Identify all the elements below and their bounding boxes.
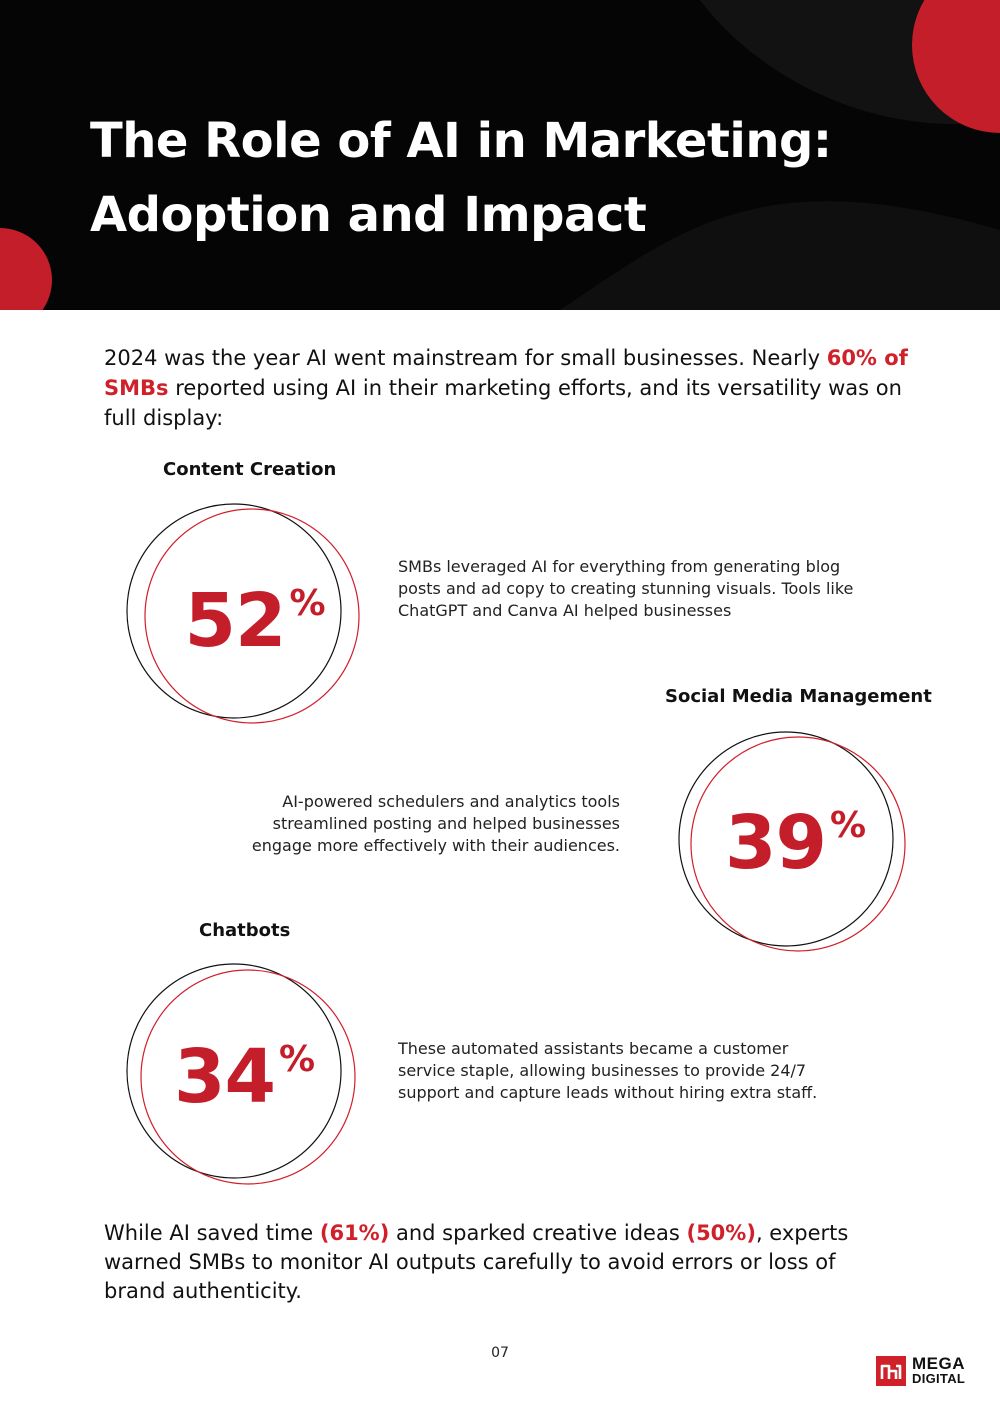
logo-line-2: DIGITAL <box>912 1371 966 1386</box>
outro-highlight-1: (61%) <box>319 1221 390 1245</box>
intro-text-1: 2024 was the year AI went mainstream for… <box>104 346 827 370</box>
logo-line-1: MEGA <box>912 1354 965 1373</box>
percent-sign: % <box>278 1039 316 1080</box>
stat-description-content-creation: SMBs leveraged AI for everything from ge… <box>398 557 854 620</box>
red-circle-top-right <box>912 0 1000 133</box>
stat-ring-content-creation <box>126 503 360 724</box>
stat-number: 39 <box>724 800 827 886</box>
outro-paragraph: While AI saved time (61%) and sparked cr… <box>104 1219 894 1306</box>
header-banner: The Role of AI in Marketing: Adoption an… <box>0 0 1000 310</box>
header-decoration <box>0 0 1000 310</box>
intro-highlight: 60% of SMBs <box>104 346 908 400</box>
outro-text-2: and sparked creative ideas <box>389 1221 687 1245</box>
percent-sign: % <box>289 583 326 624</box>
stat-ring-chatbots <box>126 963 356 1185</box>
red-circle-left <box>0 228 52 310</box>
page-title: The Role of AI in Marketing: Adoption an… <box>90 104 950 252</box>
outro-text-1: While AI saved time <box>104 1221 320 1245</box>
logo-mark-icon <box>876 1356 906 1386</box>
stat-label-content-creation: Content Creation <box>163 459 337 480</box>
title-line-2: Adoption and Impact <box>90 187 647 243</box>
stat-number: 34 <box>173 1034 276 1120</box>
stat-label-social-media: Social Media Management <box>665 686 932 707</box>
intro-paragraph: 2024 was the year AI went mainstream for… <box>104 343 914 433</box>
stat-value-social-media: 39% <box>668 806 923 880</box>
brand-logo: MEGA DIGITAL <box>876 1354 966 1386</box>
percent-sign: % <box>829 805 867 846</box>
stat-description-social-media: AI-powered schedulers and analytics tool… <box>251 792 620 855</box>
stat-description-chatbots: These automated assistants became a cust… <box>398 1039 818 1102</box>
outro-text-3: , experts warned SMBs to monitor AI outp… <box>104 1221 849 1303</box>
title-line-1: The Role of AI in Marketing: <box>90 113 832 169</box>
stat-number: 52 <box>184 578 286 664</box>
stat-label-chatbots: Chatbots <box>199 920 291 941</box>
stat-value-content-creation: 52% <box>130 584 380 658</box>
stat-value-chatbots: 34% <box>117 1040 372 1114</box>
outro-highlight-2: (50%) <box>686 1221 756 1245</box>
stat-ring-social-media <box>678 731 906 952</box>
intro-text-2: reported using AI in their marketing eff… <box>104 376 902 430</box>
logo-wordmark: MEGA DIGITAL <box>912 1354 966 1386</box>
page-number: 07 <box>491 1345 509 1361</box>
